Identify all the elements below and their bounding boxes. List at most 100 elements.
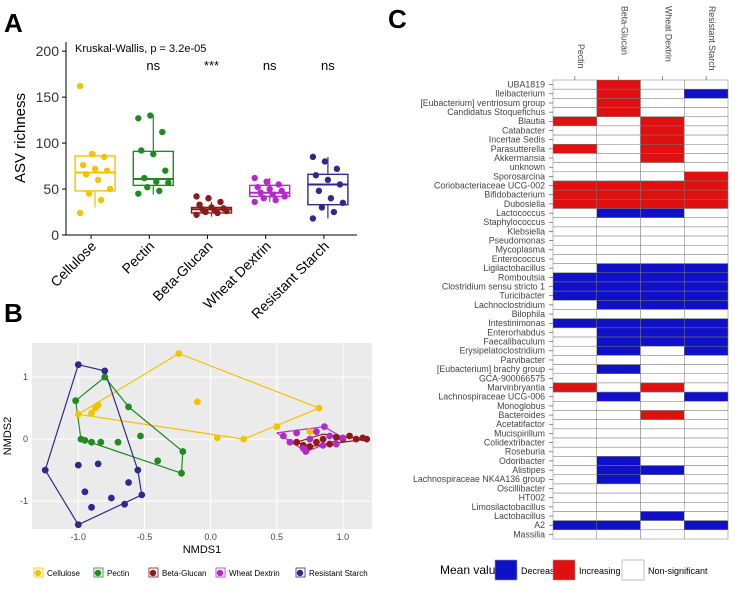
- box-point: [196, 201, 203, 208]
- heatmap-cell: [552, 502, 597, 512]
- heatmap-row-label: GCA-900066575: [479, 373, 545, 383]
- box-point: [324, 176, 332, 184]
- heatmap-cell: [596, 465, 641, 475]
- heatmap-cell: [552, 208, 597, 218]
- nmds-point: [74, 461, 82, 469]
- heatmap-row-label: Parvibacter: [501, 355, 546, 365]
- heatmap-cell: [684, 235, 729, 246]
- box-point: [254, 184, 261, 191]
- heatmap-cell: [684, 144, 729, 154]
- heatmap-cell: [552, 520, 597, 531]
- heatmap-cell: [552, 511, 597, 521]
- legend-swatch: [216, 569, 224, 577]
- panel-a-y-label: ASV richness: [12, 93, 29, 183]
- heatmap-cell: [684, 217, 729, 228]
- heatmap-cell: [640, 327, 685, 338]
- heatmap-cell: [552, 336, 597, 347]
- heatmap-cell: [552, 116, 597, 127]
- box-point: [339, 199, 347, 207]
- heatmap-cell: [640, 235, 685, 246]
- b-x-tick-label: 0.5: [270, 532, 283, 542]
- heatmap-cell: [640, 419, 685, 430]
- nmds-point: [319, 435, 327, 443]
- significance-label: ns: [263, 58, 277, 73]
- heatmap-cell: [552, 263, 597, 274]
- b-y-tick-label: 1: [23, 372, 28, 382]
- box-point: [202, 208, 209, 216]
- heatmap-cell: [684, 98, 729, 108]
- a-y-tick-label: 0: [51, 227, 59, 243]
- heatmap-legend-swatch: [621, 559, 645, 581]
- significance-label: ***: [204, 58, 219, 73]
- legend-label: Wheat Dextrin: [229, 569, 280, 578]
- heatmap-cell: [640, 107, 685, 117]
- heatmap-row-label: Intestinimonas: [488, 318, 545, 328]
- heatmap-cell: [596, 373, 641, 384]
- heatmap-cell: [552, 410, 597, 420]
- heatmap-cell: [684, 456, 729, 466]
- nmds-point: [313, 428, 320, 436]
- heatmap-cell: [552, 226, 597, 237]
- heatmap-cell: [596, 134, 641, 145]
- heatmap-cell: [596, 79, 641, 90]
- heatmap-row-label: Ileibacterium: [495, 89, 545, 99]
- box-point: [312, 172, 320, 179]
- heatmap-cell: [640, 300, 685, 310]
- box-point: [193, 193, 200, 200]
- heatmap-cell: [684, 419, 729, 430]
- heatmap-legend-label: Increasing: [579, 566, 621, 576]
- heatmap-cell: [552, 492, 597, 503]
- heatmap-cell: [596, 125, 641, 136]
- heatmap-cell: [596, 263, 641, 274]
- box-point: [144, 184, 151, 191]
- heatmap-cell: [552, 281, 597, 292]
- heatmap-cell: [596, 446, 641, 457]
- box-point: [251, 174, 258, 182]
- heatmap-cell: [640, 456, 685, 466]
- heatmap-row-label: Oscillibacter: [497, 483, 545, 493]
- heatmap-legend-label: Decreasing: [521, 566, 567, 576]
- box-point: [150, 150, 157, 158]
- heatmap-cell: [684, 465, 729, 475]
- heatmap-cell: [596, 199, 641, 209]
- a-y-tick-label: 150: [36, 89, 60, 105]
- nmds-point: [326, 440, 334, 448]
- nmds-point: [326, 432, 334, 440]
- heatmap-row-label: [Eubacterium] ventriosum group: [420, 98, 545, 108]
- nmds-point: [352, 435, 360, 443]
- heatmap-cell: [552, 382, 597, 393]
- heatmap-row-label: Coriobacteriaceae UCG-002: [434, 180, 545, 190]
- nmds-point: [339, 434, 347, 442]
- box-point: [257, 189, 264, 196]
- nmds-point: [97, 438, 105, 446]
- box-point: [263, 178, 270, 185]
- box-point: [162, 167, 169, 174]
- heatmap-cell: [640, 410, 685, 420]
- nmds-point: [41, 466, 49, 474]
- box-point: [266, 185, 273, 193]
- heatmap-cell: [640, 336, 685, 347]
- heatmap-cell: [552, 391, 597, 402]
- heatmap-row-label: Blautia: [518, 116, 545, 126]
- heatmap-row-label: Klebsiella: [507, 226, 545, 236]
- heatmap-cell: [596, 456, 641, 466]
- nmds-point: [88, 409, 95, 417]
- heatmap-cell: [684, 327, 729, 338]
- box-point: [138, 147, 145, 154]
- nmds-point: [273, 423, 281, 431]
- b-y-tick-label: 0: [23, 434, 28, 444]
- heatmap-cell: [552, 244, 597, 255]
- heatmap-legend-swatch: [552, 559, 576, 581]
- heatmap-cell: [552, 300, 597, 310]
- heatmap-cell: [684, 125, 729, 136]
- heatmap-cell: [596, 226, 641, 237]
- heatmap-cell: [640, 520, 685, 531]
- heatmap-cell: [552, 355, 597, 365]
- heatmap-cell: [640, 171, 685, 182]
- heatmap-cell: [596, 419, 641, 430]
- box-point: [156, 187, 163, 195]
- heatmap-cell: [596, 318, 641, 329]
- heatmap-cell: [552, 318, 597, 329]
- b-x-tick-label: 1.0: [337, 532, 350, 542]
- box-point: [251, 198, 258, 206]
